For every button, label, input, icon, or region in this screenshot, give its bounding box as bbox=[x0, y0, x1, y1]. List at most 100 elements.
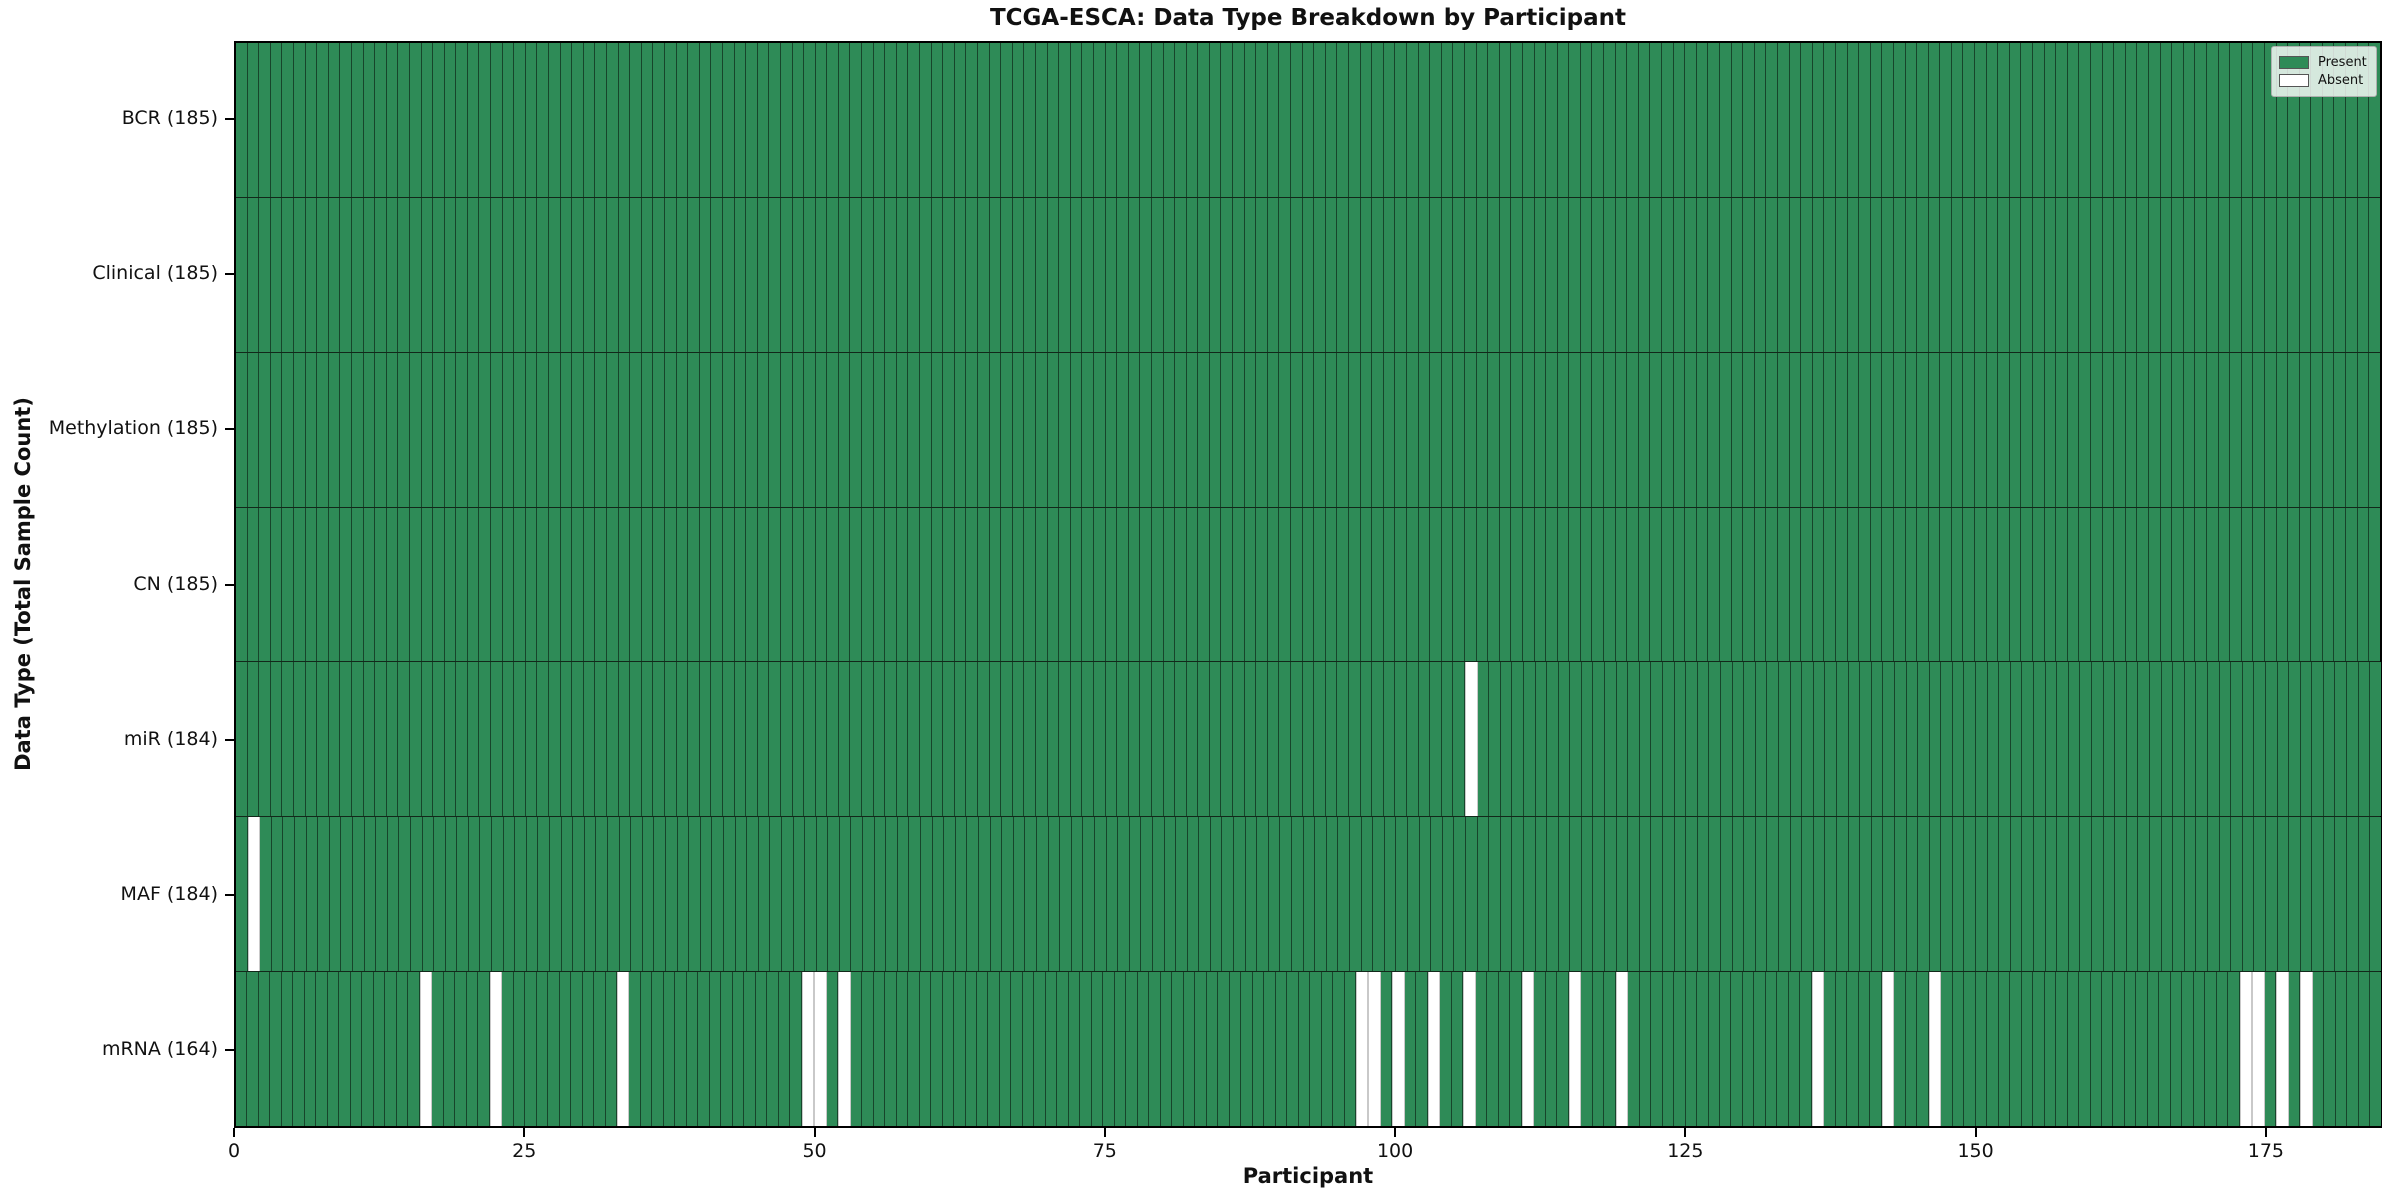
heatmap-cell bbox=[747, 817, 759, 972]
heatmap-cell bbox=[560, 352, 573, 507]
heatmap-cell bbox=[1325, 662, 1338, 817]
heatmap-cell bbox=[1383, 197, 1396, 352]
heatmap-cell bbox=[2289, 662, 2301, 817]
heatmap-cell bbox=[2183, 507, 2196, 662]
heatmap-cell bbox=[317, 662, 329, 817]
heatmap-cell bbox=[1128, 507, 1141, 662]
heatmap-cell bbox=[1765, 972, 1778, 1127]
heatmap-cell bbox=[886, 817, 898, 972]
heatmap-cell bbox=[1754, 352, 1767, 507]
heatmap-cell bbox=[1871, 817, 1884, 972]
heatmap-cell bbox=[1464, 507, 1477, 662]
heatmap-cell bbox=[1093, 197, 1106, 352]
heatmap-cell bbox=[676, 662, 689, 817]
heatmap-cell bbox=[1279, 43, 1292, 197]
heatmap-cell bbox=[1198, 43, 1210, 197]
heatmap-cell bbox=[1488, 507, 1500, 662]
heatmap-cell bbox=[873, 197, 886, 352]
heatmap-cell bbox=[2242, 662, 2255, 817]
heatmap-cell bbox=[1534, 352, 1547, 507]
heatmap-cell bbox=[1847, 197, 1860, 352]
heatmap-cell bbox=[433, 662, 445, 817]
heatmap-cell bbox=[1418, 352, 1431, 507]
heatmap-cell bbox=[1964, 972, 1976, 1127]
heatmap-cell bbox=[2288, 507, 2300, 662]
heatmap-cell bbox=[653, 43, 665, 197]
heatmap-cell bbox=[989, 43, 1002, 197]
heatmap-cell bbox=[1186, 352, 1199, 507]
heatmap-cell bbox=[1454, 817, 1466, 972]
heatmap-cell bbox=[709, 972, 722, 1127]
heatmap-cell bbox=[537, 197, 550, 352]
heatmap-cell bbox=[1754, 43, 1767, 197]
heatmap-cell bbox=[966, 662, 978, 817]
heatmap-cell bbox=[920, 352, 932, 507]
heatmap-cell bbox=[1256, 197, 1268, 352]
heatmap-cell bbox=[1696, 352, 1709, 507]
heatmap-cell bbox=[1871, 662, 1884, 817]
heatmap-cell bbox=[2195, 507, 2207, 662]
heatmap-cell bbox=[2264, 352, 2277, 507]
heatmap-cell bbox=[1395, 507, 1407, 662]
heatmap-cell bbox=[862, 43, 874, 197]
heatmap-cell bbox=[281, 972, 294, 1127]
heatmap-cell bbox=[1047, 352, 1060, 507]
heatmap-cell bbox=[954, 43, 967, 197]
heatmap-cell bbox=[1663, 662, 1675, 817]
heatmap-cell bbox=[282, 197, 294, 352]
heatmap-cell bbox=[2334, 507, 2347, 662]
heatmap-cell bbox=[1163, 507, 1176, 662]
heatmap-cell bbox=[1140, 43, 1152, 197]
heatmap-cell bbox=[2102, 43, 2115, 197]
heatmap-cell bbox=[1777, 43, 1790, 197]
heatmap-cell bbox=[885, 507, 897, 662]
heatmap-cell bbox=[943, 43, 955, 197]
heatmap-cell bbox=[757, 43, 770, 197]
heatmap-cell bbox=[513, 972, 526, 1127]
x-axis-label: Participant bbox=[1242, 1164, 1374, 1188]
heatmap-cell bbox=[1198, 352, 1210, 507]
heatmap-cell bbox=[2137, 352, 2149, 507]
heatmap-cell bbox=[2136, 972, 2148, 1127]
heatmap-cell bbox=[850, 197, 863, 352]
heatmap-cell bbox=[1848, 662, 1861, 817]
heatmap-cell bbox=[582, 972, 595, 1127]
heatmap-cell bbox=[1221, 197, 1234, 352]
heatmap-cell bbox=[386, 662, 399, 817]
heatmap-cell bbox=[2241, 43, 2254, 197]
heatmap-cell bbox=[1998, 507, 2010, 662]
heatmap-cell bbox=[2021, 197, 2034, 352]
heatmap-cell bbox=[1406, 197, 1419, 352]
heatmap-cell bbox=[2103, 817, 2116, 972]
heatmap-cell bbox=[2147, 972, 2160, 1127]
heatmap-cell bbox=[525, 507, 538, 662]
x-tick-mark bbox=[523, 1128, 526, 1137]
heatmap-cell bbox=[1883, 817, 1895, 972]
heatmap-cell bbox=[757, 507, 770, 662]
heatmap-cell bbox=[525, 662, 538, 817]
heatmap-cell bbox=[966, 352, 978, 507]
heatmap-cell bbox=[2148, 197, 2161, 352]
heatmap-cell bbox=[1082, 197, 1094, 352]
heatmap-cell bbox=[1893, 43, 1906, 197]
heatmap-cell bbox=[1477, 817, 1490, 972]
heatmap-cell bbox=[375, 43, 387, 197]
heatmap-cell bbox=[732, 972, 745, 1127]
heatmap-cell bbox=[1790, 662, 1803, 817]
heatmap-row-BCR bbox=[236, 43, 2380, 198]
heatmap-cell bbox=[491, 507, 503, 662]
heatmap-cell bbox=[583, 507, 596, 662]
heatmap-cell bbox=[1035, 662, 1048, 817]
heatmap-cell bbox=[722, 662, 735, 817]
heatmap-cell bbox=[236, 507, 248, 662]
heatmap-cell bbox=[1314, 352, 1326, 507]
heatmap-cell bbox=[1952, 662, 1965, 817]
heatmap-cell bbox=[1592, 972, 1605, 1127]
heatmap-cell bbox=[1198, 197, 1210, 352]
heatmap-cell bbox=[1244, 662, 1257, 817]
heatmap-cell bbox=[362, 972, 374, 1127]
heatmap-cell bbox=[2102, 197, 2115, 352]
heatmap-cell bbox=[1499, 507, 1512, 662]
heatmap-cell bbox=[1234, 817, 1246, 972]
heatmap-cell bbox=[1963, 43, 1976, 197]
